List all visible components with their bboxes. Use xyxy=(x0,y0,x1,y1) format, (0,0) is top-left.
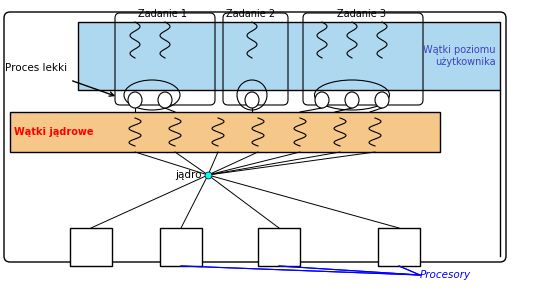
Text: Wątki poziomu
użytkownika: Wątki poziomu użytkownika xyxy=(423,45,496,67)
Ellipse shape xyxy=(345,92,359,108)
FancyBboxPatch shape xyxy=(4,12,506,262)
Bar xyxy=(78,22,500,90)
Ellipse shape xyxy=(315,92,329,108)
Bar xyxy=(258,228,300,266)
Ellipse shape xyxy=(128,92,142,108)
Text: Procesory: Procesory xyxy=(420,270,471,280)
Bar xyxy=(10,112,440,152)
Text: jądro: jądro xyxy=(176,170,202,180)
Ellipse shape xyxy=(245,92,259,108)
Ellipse shape xyxy=(158,92,172,108)
Bar xyxy=(378,228,420,266)
Text: Wątki jądrowe: Wątki jądrowe xyxy=(14,127,94,137)
Text: Zadanie 1: Zadanie 1 xyxy=(137,9,187,19)
Bar xyxy=(160,228,202,266)
Text: Zadanie 3: Zadanie 3 xyxy=(337,9,387,19)
Text: Proces lekki: Proces lekki xyxy=(5,63,67,73)
Ellipse shape xyxy=(375,92,389,108)
Text: Zadanie 2: Zadanie 2 xyxy=(227,9,275,19)
Bar xyxy=(70,228,112,266)
